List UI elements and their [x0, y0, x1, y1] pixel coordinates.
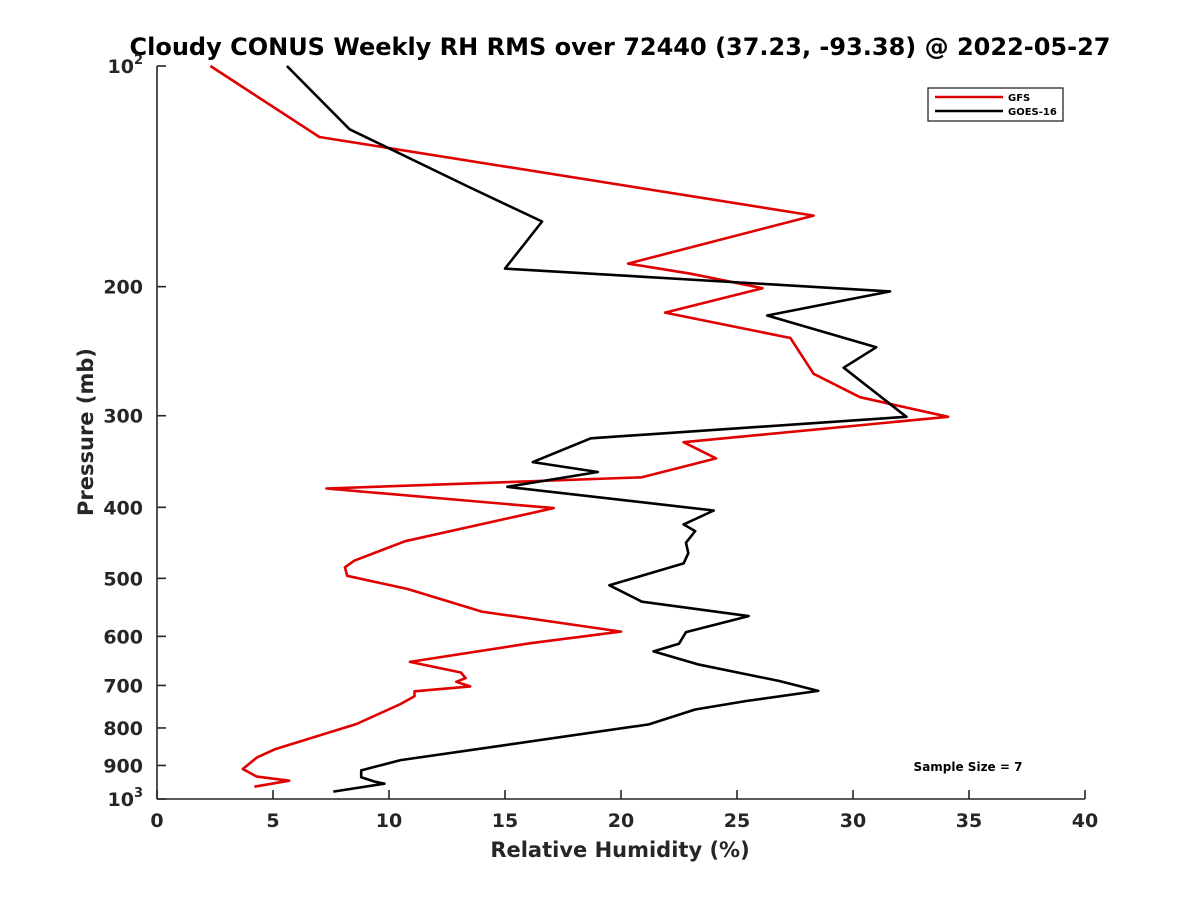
chart-title: Cloudy CONUS Weekly RH RMS over 72440 (3… — [130, 33, 1111, 61]
series-line-goes-16 — [285, 65, 908, 793]
x-axis-label: Relative Humidity (%) — [490, 838, 749, 862]
plot-area — [209, 64, 950, 793]
x-tick-label: 10 — [376, 810, 402, 832]
legend-label-goes-16: GOES-16 — [1008, 107, 1057, 118]
y-axis-label: Pressure (mb) — [74, 348, 98, 516]
y-tick-label: 700 — [103, 675, 143, 697]
legend: GFS GOES-16 — [927, 87, 1064, 122]
x-tick-label: 15 — [492, 810, 518, 832]
legend-box — [927, 87, 1064, 122]
series-line-gfs — [209, 64, 950, 788]
y-tick-label: 103 — [108, 786, 144, 811]
x-tick-label: 0 — [150, 810, 163, 832]
y-tick-label: 600 — [103, 626, 143, 648]
x-tick-label: 25 — [724, 810, 750, 832]
y-tick-label: 800 — [103, 718, 143, 740]
sample-size-annotation: Sample Size = 7 — [914, 760, 1023, 774]
legend-label-gfs: GFS — [1008, 93, 1030, 104]
x-tick-label: 35 — [956, 810, 982, 832]
y-tick-label: 300 — [103, 406, 143, 428]
y-tick-label: 900 — [103, 755, 143, 777]
x-tick-label: 5 — [266, 810, 279, 832]
x-tick-label: 40 — [1072, 810, 1098, 832]
y-tick-label: 200 — [103, 277, 143, 299]
y-tick-label: 400 — [103, 497, 143, 519]
y-tick-label: 500 — [103, 568, 143, 590]
axes: 0 5 10 15 20 25 30 35 40 102 200 300 400 500 600 700 800… — [103, 53, 1098, 832]
x-tick-label: 30 — [840, 810, 866, 832]
y-tick-label: 102 — [108, 53, 144, 78]
x-tick-label: 20 — [608, 810, 634, 832]
